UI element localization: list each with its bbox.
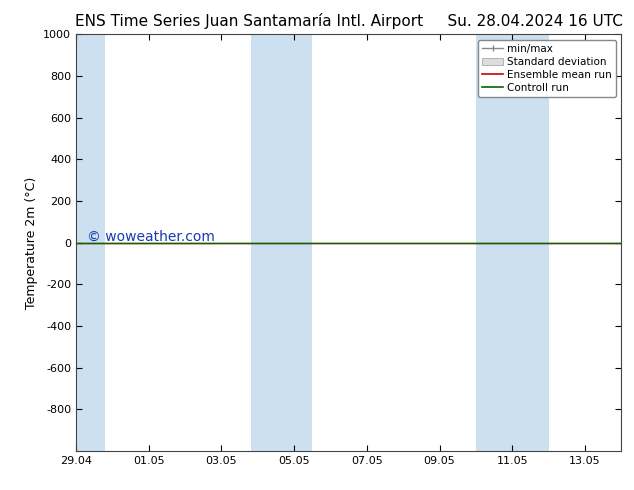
Text: © woweather.com: © woweather.com [87, 230, 215, 244]
Bar [250, 34, 313, 451]
Bar [76, 34, 105, 451]
Title: ENS Time Series Juan Santamaría Intl. Airport     Su. 28.04.2024 16 UTC: ENS Time Series Juan Santamaría Intl. Ai… [75, 13, 623, 29]
Y-axis label: Temperature 2m (°C): Temperature 2m (°C) [25, 176, 37, 309]
Legend: min/max, Standard deviation, Ensemble mean run, Controll run: min/max, Standard deviation, Ensemble me… [478, 40, 616, 97]
Bar [476, 34, 548, 451]
